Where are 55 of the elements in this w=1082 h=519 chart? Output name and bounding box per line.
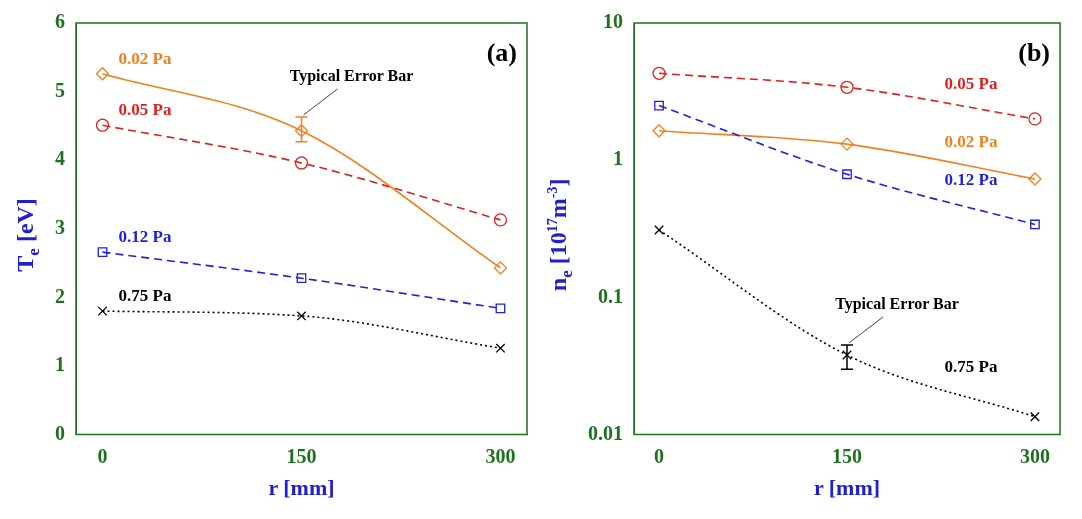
point [493,213,508,227]
point [294,124,309,138]
point [842,350,852,360]
point [1030,219,1040,230]
y-tick-label: 3 [55,215,65,238]
point [296,311,307,321]
y-tick-label: 6 [55,10,65,33]
point [840,80,854,94]
x-axis-title: r [mm] [268,475,335,501]
point [1030,411,1040,422]
x-tick-label: 0 [97,444,108,467]
y-tick-label: 0.1 [598,284,623,307]
point [95,67,110,81]
point [493,261,508,275]
point [842,169,852,180]
point [654,100,664,111]
x-tick-label: 150 [286,444,317,467]
point [652,124,666,138]
y-tick-label: 1 [55,353,65,376]
point [97,247,108,258]
annotation: (a) [486,37,517,67]
annotation: Typical Error Bar [289,67,414,86]
x-axis-title: r [mm] [813,475,881,501]
x-tick-label: 300 [1019,444,1050,467]
series-label: 0.02 Pa [118,48,172,68]
point [1028,112,1042,126]
point [95,118,110,132]
y-tick-label: 0 [55,421,65,444]
point [654,225,664,235]
x-tick-label: 300 [485,444,516,467]
series-label: 0.75 Pa [944,356,998,376]
x-tick-label: 150 [832,444,862,467]
series-label: 0.02 Pa [944,132,998,152]
series-label: 0.75 Pa [118,286,172,306]
point [840,137,854,151]
point [296,273,307,284]
point [294,156,309,170]
series-label: 0.12 Pa [944,170,998,190]
y-tick-label: 2 [55,284,65,307]
y-tick-label: 5 [55,78,65,101]
y-tick-label: 4 [55,147,65,170]
series-label: 0.12 Pa [118,227,172,247]
y-tick-label: 10 [603,10,623,33]
x-tick-label: 0 [654,444,665,467]
point [652,66,666,80]
series-label: 0.05 Pa [944,73,998,93]
annotation: Typical Error Bar [835,295,959,314]
point [97,306,108,317]
y-tick-label: 1 [613,147,623,170]
point [495,303,506,314]
point [495,343,506,354]
series-label: 0.05 Pa [118,100,172,120]
annotation: (b) [1018,37,1050,67]
point [1028,172,1042,186]
y-tick-label: 0.01 [588,421,623,444]
